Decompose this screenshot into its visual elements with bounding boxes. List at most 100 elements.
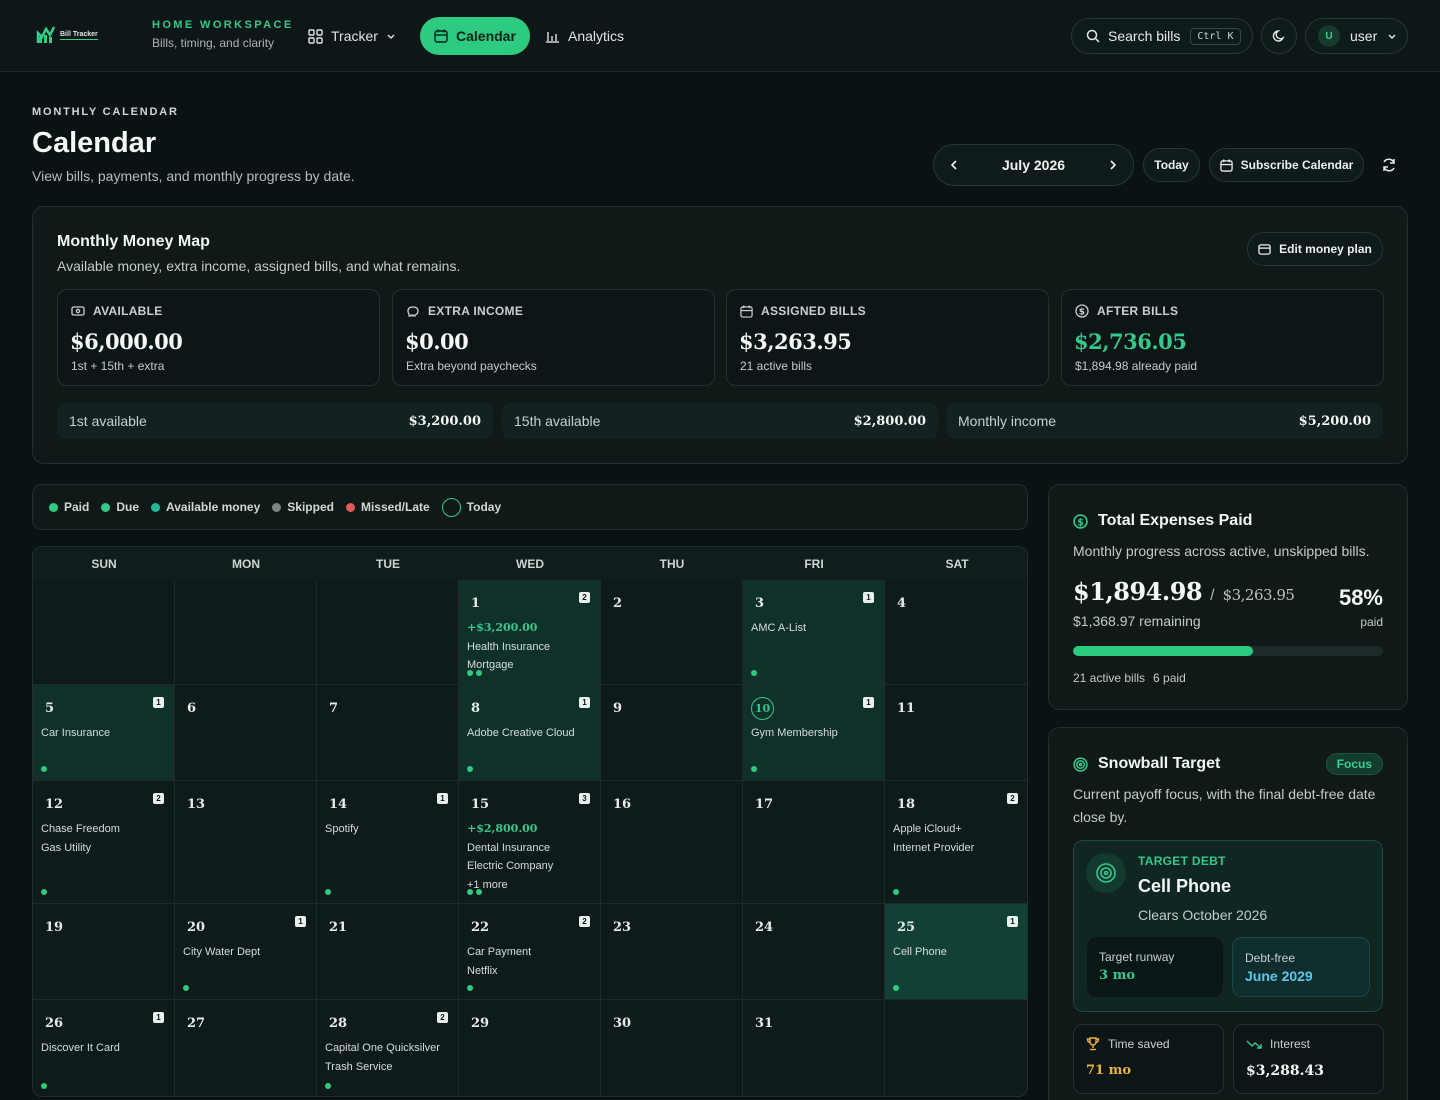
day-items: Discover It Card [41, 1039, 166, 1058]
extra-income-label: EXTRA INCOME [428, 304, 524, 318]
nav-tracker[interactable]: Tracker [296, 17, 408, 55]
day-number: 30 [613, 1016, 632, 1031]
calendar-icon [1219, 158, 1233, 172]
calendar-day-21[interactable]: 21 [317, 904, 459, 1000]
day-number: 28 [329, 1016, 348, 1031]
total-expenses-title: Total Expenses Paid [1098, 512, 1253, 529]
calendar-day-29[interactable]: 29 [459, 1000, 601, 1096]
expenses-counts: 21 active bills 6 paid [1073, 671, 1186, 685]
calendar-day-13[interactable]: 13 [175, 781, 317, 904]
moon-icon [1272, 30, 1285, 42]
expenses-remaining: $1,368.97 remaining [1073, 613, 1201, 629]
bill-entry: Car Insurance [41, 727, 111, 739]
calendar-day-27[interactable]: 27 [175, 1000, 317, 1096]
calendar-day-6[interactable]: 6 [175, 685, 317, 781]
calendar-day-5[interactable]: 5 1 Car Insurance [33, 685, 175, 781]
day-number: 18 [897, 797, 916, 812]
income-entry: +$2,800.00 [467, 822, 538, 835]
expenses-amount-row: $1,894.98 / $3,263.95 [1073, 577, 1295, 606]
extra-income-note: Extra beyond paychecks [406, 359, 537, 373]
theme-toggle[interactable] [1261, 18, 1297, 54]
after-bills-label: AFTER BILLS [1097, 304, 1179, 318]
assigned-bills-label-row: ASSIGNED BILLS [740, 304, 866, 318]
calendar-day-23[interactable]: 23 [601, 904, 743, 1000]
nav-calendar[interactable]: Calendar [420, 17, 530, 55]
day-items: Cell Phone [893, 943, 1020, 962]
calendar-day-7[interactable]: 7 [317, 685, 459, 781]
nav-analytics[interactable]: Analytics [533, 17, 636, 55]
after-bills-value: $2,736.05 [1074, 329, 1187, 354]
interest-value: $3,288.43 [1246, 1063, 1324, 1079]
workspace-subtitle: Bills, timing, and clarity [152, 36, 275, 50]
legend-due: Due [101, 500, 139, 514]
paid-bills-count: 6 paid [1153, 671, 1186, 685]
calendar-day-3[interactable]: 3 1 AMC A-List [743, 580, 885, 685]
calendar-day-19[interactable]: 19 [33, 904, 175, 1000]
refresh-icon[interactable] [1381, 157, 1397, 173]
calendar-day-10[interactable]: 10 1 Gym Membership [743, 685, 885, 781]
expenses-percent-label: paid [1360, 615, 1383, 629]
extra-income-label-row: EXTRA INCOME [406, 304, 523, 318]
calendar-day-15[interactable]: 15 3 +$2,800.00 Dental Insurance Electric Co… [459, 781, 601, 904]
today-button[interactable]: Today [1143, 148, 1200, 182]
day-number: 12 [45, 797, 64, 812]
calendar-day-28[interactable]: 28 2 Capital One Quicksilver Trash Service [317, 1000, 459, 1096]
calendar-day-31[interactable]: 31 [743, 1000, 885, 1096]
legend-available: Available money [151, 500, 260, 514]
bill-count-badge: 2 [579, 592, 590, 603]
calendar-day-8[interactable]: 8 1 Adobe Creative Cloud [459, 685, 601, 781]
calendar-day-24[interactable]: 24 [743, 904, 885, 1000]
calendar-day-30[interactable]: 30 [601, 1000, 743, 1096]
status-dot [467, 985, 473, 991]
user-menu[interactable]: U user [1305, 18, 1408, 54]
due-dot [101, 502, 111, 512]
bill-count-badge: 2 [437, 1012, 448, 1023]
calendar-day-1[interactable]: 1 2 +$3,200.00 Health Insurance Mortgage [459, 580, 601, 685]
calendar-day-20[interactable]: 20 1 City Water Dept [175, 904, 317, 1000]
target-runway-label: Target runway [1099, 950, 1175, 964]
calendar-day-12[interactable]: 12 2 Chase Freedom Gas Utility [33, 781, 175, 904]
snowball-header: Snowball Target [1073, 755, 1220, 773]
calendar-day-2[interactable]: 2 [601, 580, 743, 685]
bill-count-badge: 3 [579, 793, 590, 804]
monthly-income-strip: Monthly income $5,200.00 [946, 403, 1383, 439]
calendar-day-4[interactable]: 4 [885, 580, 1027, 685]
day-number: 1 [471, 596, 481, 611]
bill-count-badge: 1 [437, 793, 448, 804]
legend-paid: Paid [49, 500, 89, 514]
day-number: 26 [45, 1016, 64, 1031]
calendar-day-14[interactable]: 14 1 Spotify [317, 781, 459, 904]
fifteenth-available-label: 15th available [514, 413, 601, 429]
legend-skipped: Skipped [272, 500, 334, 514]
bill-count-badge: 1 [1007, 916, 1018, 927]
day-number: 2 [613, 596, 623, 611]
calendar-day-16[interactable]: 16 [601, 781, 743, 904]
search-button[interactable]: Search bills Ctrl K [1071, 18, 1253, 54]
calendar-day-26[interactable]: 26 1 Discover It Card [33, 1000, 175, 1096]
subscribe-calendar-button[interactable]: Subscribe Calendar [1209, 148, 1364, 182]
calendar-day-11[interactable]: 11 [885, 685, 1027, 781]
more-bills-link[interactable]: +1 more [467, 878, 508, 891]
search-icon [1086, 29, 1100, 43]
weekday-header: THU [601, 547, 743, 580]
next-month-button[interactable] [1107, 159, 1119, 171]
calendar-day-22[interactable]: 22 2 Car Payment Netflix [459, 904, 601, 1000]
calendar-day-17[interactable]: 17 [743, 781, 885, 904]
target-runway-value: 3 mo [1099, 968, 1135, 983]
trophy-icon [1086, 1037, 1100, 1051]
calendar-day-18[interactable]: 18 2 Apple iCloud+ Internet Provider [885, 781, 1027, 904]
prev-month-button[interactable] [948, 159, 960, 171]
calendar-day-25[interactable]: 25 1 Cell Phone [885, 904, 1027, 1000]
bill-entry: Health Insurance [467, 640, 551, 653]
target-debt-label: TARGET DEBT [1138, 854, 1226, 868]
piggy-bank-icon [407, 306, 419, 317]
edit-money-plan-button[interactable]: Edit money plan [1247, 232, 1383, 266]
current-month: July 2026 [1001, 157, 1066, 173]
total-expenses-subtitle: Monthly progress across active, unskippe… [1073, 543, 1370, 559]
dollar-circle-icon: $ [1075, 304, 1089, 318]
day-number: 20 [187, 920, 206, 935]
money-map-title: Monthly Money Map [57, 233, 210, 250]
status-dot [41, 889, 47, 895]
app-logo[interactable]: Bill Tracker [36, 24, 112, 46]
calendar-day-9[interactable]: 9 [601, 685, 743, 781]
